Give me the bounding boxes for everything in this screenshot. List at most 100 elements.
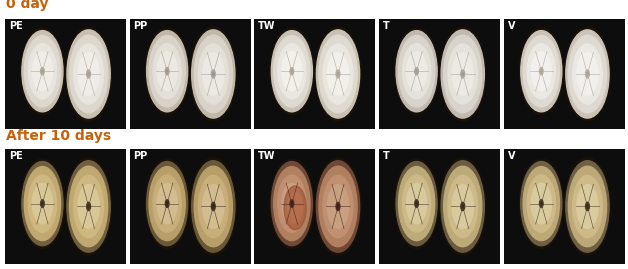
- Ellipse shape: [290, 200, 294, 207]
- Ellipse shape: [78, 53, 99, 95]
- Ellipse shape: [573, 175, 602, 238]
- Ellipse shape: [539, 200, 543, 207]
- Ellipse shape: [149, 36, 185, 107]
- Ellipse shape: [153, 175, 181, 232]
- Ellipse shape: [166, 202, 168, 205]
- Ellipse shape: [88, 205, 89, 208]
- Ellipse shape: [146, 161, 188, 246]
- Ellipse shape: [416, 202, 418, 205]
- Ellipse shape: [441, 30, 484, 118]
- Ellipse shape: [165, 200, 169, 207]
- Ellipse shape: [282, 52, 302, 91]
- Ellipse shape: [271, 161, 312, 246]
- Text: T: T: [383, 151, 390, 161]
- Ellipse shape: [336, 202, 340, 211]
- Ellipse shape: [396, 161, 437, 246]
- Ellipse shape: [541, 202, 542, 205]
- Ellipse shape: [587, 205, 588, 208]
- Ellipse shape: [398, 36, 435, 107]
- Ellipse shape: [323, 44, 353, 104]
- Ellipse shape: [461, 70, 465, 78]
- Ellipse shape: [327, 185, 349, 228]
- Text: PE: PE: [9, 151, 23, 161]
- Ellipse shape: [212, 205, 214, 208]
- Ellipse shape: [315, 158, 361, 255]
- Bar: [379, 149, 500, 264]
- Ellipse shape: [274, 36, 310, 107]
- Ellipse shape: [395, 28, 438, 114]
- Bar: [5, 19, 126, 129]
- Ellipse shape: [440, 27, 485, 121]
- Ellipse shape: [568, 166, 607, 247]
- Ellipse shape: [319, 166, 357, 247]
- Ellipse shape: [146, 159, 189, 248]
- Ellipse shape: [565, 158, 610, 255]
- Ellipse shape: [398, 167, 435, 241]
- Ellipse shape: [190, 158, 236, 255]
- Bar: [254, 19, 376, 129]
- Ellipse shape: [337, 72, 339, 76]
- Ellipse shape: [212, 72, 214, 76]
- Ellipse shape: [288, 193, 303, 223]
- Ellipse shape: [67, 30, 110, 118]
- Ellipse shape: [88, 72, 89, 76]
- Ellipse shape: [212, 202, 215, 211]
- Ellipse shape: [22, 161, 63, 246]
- Ellipse shape: [521, 31, 562, 112]
- Ellipse shape: [21, 159, 64, 248]
- Text: TW: TW: [258, 21, 276, 31]
- Text: PP: PP: [134, 21, 148, 31]
- Ellipse shape: [21, 28, 64, 114]
- Ellipse shape: [441, 161, 484, 252]
- Ellipse shape: [28, 175, 57, 232]
- Bar: [130, 149, 251, 264]
- Bar: [379, 19, 500, 129]
- Ellipse shape: [568, 35, 607, 113]
- Ellipse shape: [319, 35, 357, 113]
- Ellipse shape: [315, 27, 361, 121]
- Ellipse shape: [531, 52, 551, 91]
- Ellipse shape: [165, 68, 169, 75]
- Ellipse shape: [284, 186, 306, 230]
- Ellipse shape: [278, 44, 306, 99]
- Ellipse shape: [67, 161, 110, 252]
- Ellipse shape: [462, 72, 463, 76]
- Ellipse shape: [528, 44, 555, 99]
- Ellipse shape: [541, 70, 542, 73]
- Ellipse shape: [523, 36, 560, 107]
- Ellipse shape: [443, 35, 482, 113]
- Ellipse shape: [403, 44, 431, 99]
- Ellipse shape: [192, 30, 235, 118]
- Ellipse shape: [157, 52, 177, 91]
- Ellipse shape: [585, 202, 589, 211]
- Ellipse shape: [198, 175, 228, 238]
- Ellipse shape: [523, 167, 560, 241]
- Ellipse shape: [406, 183, 426, 224]
- Ellipse shape: [41, 200, 44, 207]
- Ellipse shape: [212, 70, 215, 78]
- Ellipse shape: [323, 175, 353, 238]
- Ellipse shape: [317, 30, 360, 118]
- Text: After 10 days: After 10 days: [6, 129, 111, 143]
- Ellipse shape: [78, 185, 99, 228]
- Ellipse shape: [448, 44, 477, 104]
- Ellipse shape: [337, 205, 339, 208]
- Ellipse shape: [531, 183, 551, 224]
- Ellipse shape: [414, 200, 418, 207]
- Ellipse shape: [194, 35, 232, 113]
- Bar: [254, 149, 376, 264]
- Ellipse shape: [73, 175, 104, 238]
- Ellipse shape: [146, 28, 189, 114]
- Ellipse shape: [41, 68, 44, 75]
- Ellipse shape: [565, 27, 610, 121]
- Ellipse shape: [66, 27, 112, 121]
- Ellipse shape: [519, 159, 563, 248]
- Ellipse shape: [290, 68, 294, 75]
- Ellipse shape: [198, 44, 228, 104]
- Ellipse shape: [87, 70, 90, 78]
- Bar: [504, 149, 625, 264]
- Ellipse shape: [278, 175, 306, 232]
- Text: PE: PE: [9, 21, 23, 31]
- Ellipse shape: [317, 161, 360, 252]
- Ellipse shape: [87, 202, 90, 211]
